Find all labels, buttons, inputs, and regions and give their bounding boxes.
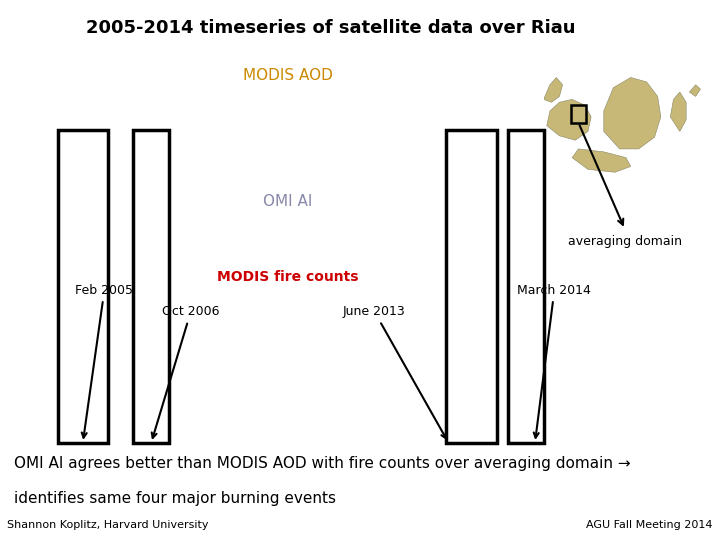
Polygon shape xyxy=(546,99,591,140)
Bar xyxy=(508,130,544,443)
Text: Oct 2006: Oct 2006 xyxy=(152,305,220,438)
Text: averaging domain: averaging domain xyxy=(568,235,682,248)
Bar xyxy=(58,130,108,443)
Bar xyxy=(133,130,169,443)
Text: 2005-2014 timeseries of satellite data over Riau: 2005-2014 timeseries of satellite data o… xyxy=(86,19,576,37)
Text: MODIS AOD: MODIS AOD xyxy=(243,68,333,83)
Polygon shape xyxy=(670,92,686,131)
Bar xyxy=(570,105,586,123)
Text: June 2013: June 2013 xyxy=(343,305,446,438)
Polygon shape xyxy=(572,149,631,172)
Bar xyxy=(446,130,497,443)
Text: Feb 2005: Feb 2005 xyxy=(76,284,133,438)
Polygon shape xyxy=(689,85,701,97)
Polygon shape xyxy=(544,77,562,102)
Text: OMI AI agrees better than MODIS AOD with fire counts over averaging domain →: OMI AI agrees better than MODIS AOD with… xyxy=(14,456,631,471)
Polygon shape xyxy=(604,77,661,149)
Text: OMI AI: OMI AI xyxy=(264,194,312,210)
Text: Shannon Koplitz, Harvard University: Shannon Koplitz, Harvard University xyxy=(7,520,209,530)
Text: March 2014: March 2014 xyxy=(518,284,591,438)
Text: AGU Fall Meeting 2014: AGU Fall Meeting 2014 xyxy=(586,520,713,530)
Text: identifies same four major burning events: identifies same four major burning event… xyxy=(14,491,336,507)
Text: MODIS fire counts: MODIS fire counts xyxy=(217,270,359,284)
